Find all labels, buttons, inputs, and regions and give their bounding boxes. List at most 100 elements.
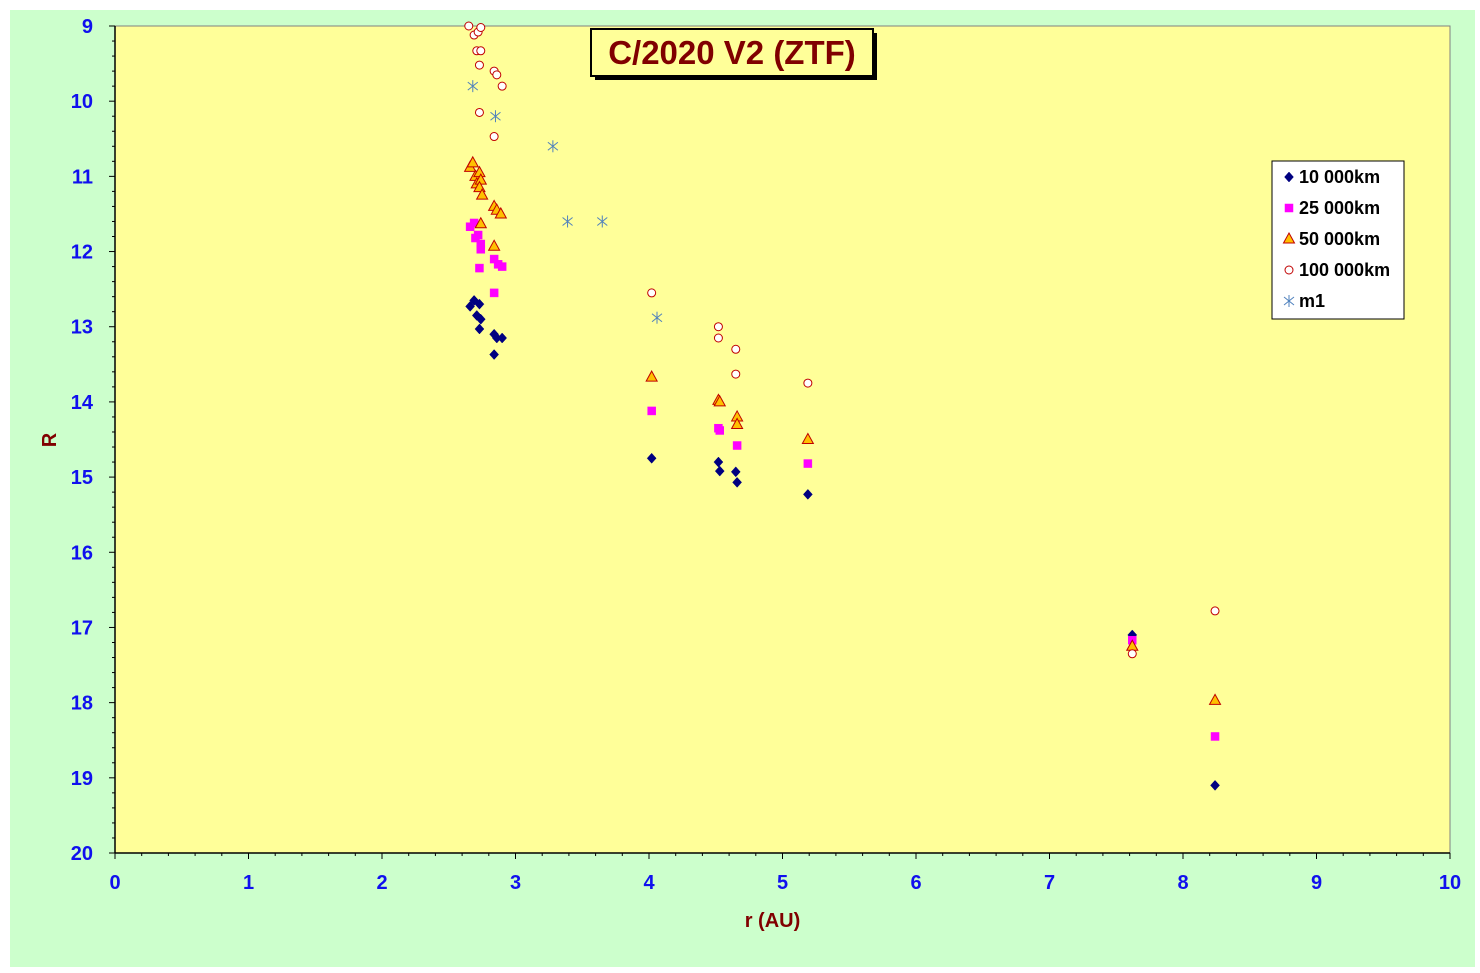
y-tick-label: 11 [72,166,93,188]
data-point [465,301,475,312]
x-axis-ticks: 0 1 2 3 4 5 6 7 8 9 10 [109,853,1461,894]
series-asterisk [467,80,663,324]
y-axis-label: R [39,432,61,447]
x-tick-label: 3 [510,872,521,894]
x-tick-label: 6 [910,872,921,894]
data-point [1208,693,1222,705]
x-tick-label: 8 [1177,872,1188,894]
legend-marker [1282,231,1296,244]
data-point [713,394,727,407]
x-tick-label: 2 [376,872,387,894]
series-diamond [465,295,1220,791]
asterisk-stroke [596,217,608,226]
y-tick-label: 20 [71,843,93,865]
data-point [732,441,742,450]
legend-marker [1284,171,1294,183]
data-point [803,489,813,500]
legend-label: 10 000km [1299,167,1380,187]
x-tick-label: 4 [643,872,655,894]
data-point [803,378,813,388]
asterisk-stroke [651,313,663,323]
data-point [732,476,742,488]
data-point [475,188,489,200]
data-point [492,70,502,80]
y-axis-ticks: 9 10 11 12 13 14 15 16 17 18 19 20 [71,16,115,865]
chart-title: C/2020 V2 (ZTF) [608,34,856,71]
data-point [1210,606,1220,616]
y-tick-label: 16 [71,542,93,564]
y-tick-label: 12 [71,242,93,264]
asterisk-stroke [562,217,573,226]
x-tick-label: 0 [109,872,120,894]
data-point [497,332,507,344]
data-point [562,215,573,228]
data-point [466,155,480,168]
data-point [474,60,484,70]
chart-title-box: C/2020 V2 (ZTF) [590,28,877,80]
legend-label: 50 000km [1299,229,1380,249]
x-tick-label: 7 [1044,872,1055,894]
title-frame [590,28,874,77]
legend-box [1271,160,1405,320]
x-tick-label: 1 [243,872,254,894]
x-axis-label: r (AU) [745,910,801,932]
y-tick-label: 13 [71,317,93,339]
data-point [1210,779,1220,791]
data-point [494,206,508,219]
y-tick-label: 9 [82,16,93,38]
asterisk-stroke [490,111,501,121]
data-point [474,107,484,117]
data-point [473,230,483,240]
data-point [474,298,485,310]
legend-entry: 10 000km [1284,167,1380,187]
y-tick-label: 17 [71,617,93,639]
data-point [487,239,501,251]
series-square [465,218,1220,741]
legend-marker [1284,265,1294,275]
data-point [730,466,741,478]
data-point [475,313,486,325]
data-point [1127,649,1137,659]
data-point [489,349,499,360]
y-tick-label: 15 [71,467,93,489]
data-point [489,288,499,298]
data-point [801,432,815,444]
x-tick-label: 10 [1439,872,1461,894]
data-point [547,140,559,153]
legend-entry: 100 000km [1284,260,1390,280]
y-tick-label: 10 [71,91,93,113]
data-point [803,459,813,468]
data-point [596,215,608,228]
data-point [490,110,501,123]
data-point [464,21,474,31]
legend-label: 25 000km [1299,198,1380,218]
data-points [463,21,1222,791]
legend-marker [1284,203,1294,213]
data-point [476,23,486,33]
data-point [714,465,725,477]
data-point [476,46,486,56]
data-point [489,132,499,142]
data-point [647,288,657,298]
legend-entry: m1 [1283,291,1325,311]
asterisk-stroke [547,141,559,151]
y-tick-label: 18 [71,693,93,715]
data-point [467,80,479,93]
legend: 10 000km 25 000km 50 000km 100 000km m1 [1271,160,1405,320]
data-point [647,406,656,416]
data-point [731,344,741,354]
data-point [497,81,507,91]
data-point [713,333,723,343]
data-point [1210,732,1220,741]
data-point [731,369,741,379]
legend-label: 100 000km [1299,260,1390,280]
data-point [713,322,723,332]
data-point [713,456,724,468]
data-point [476,245,486,254]
x-tick-label: 5 [777,872,788,894]
series-circle [464,21,1220,659]
y-tick-label: 14 [71,392,94,414]
data-point [646,452,657,464]
legend-marker [1283,295,1295,307]
